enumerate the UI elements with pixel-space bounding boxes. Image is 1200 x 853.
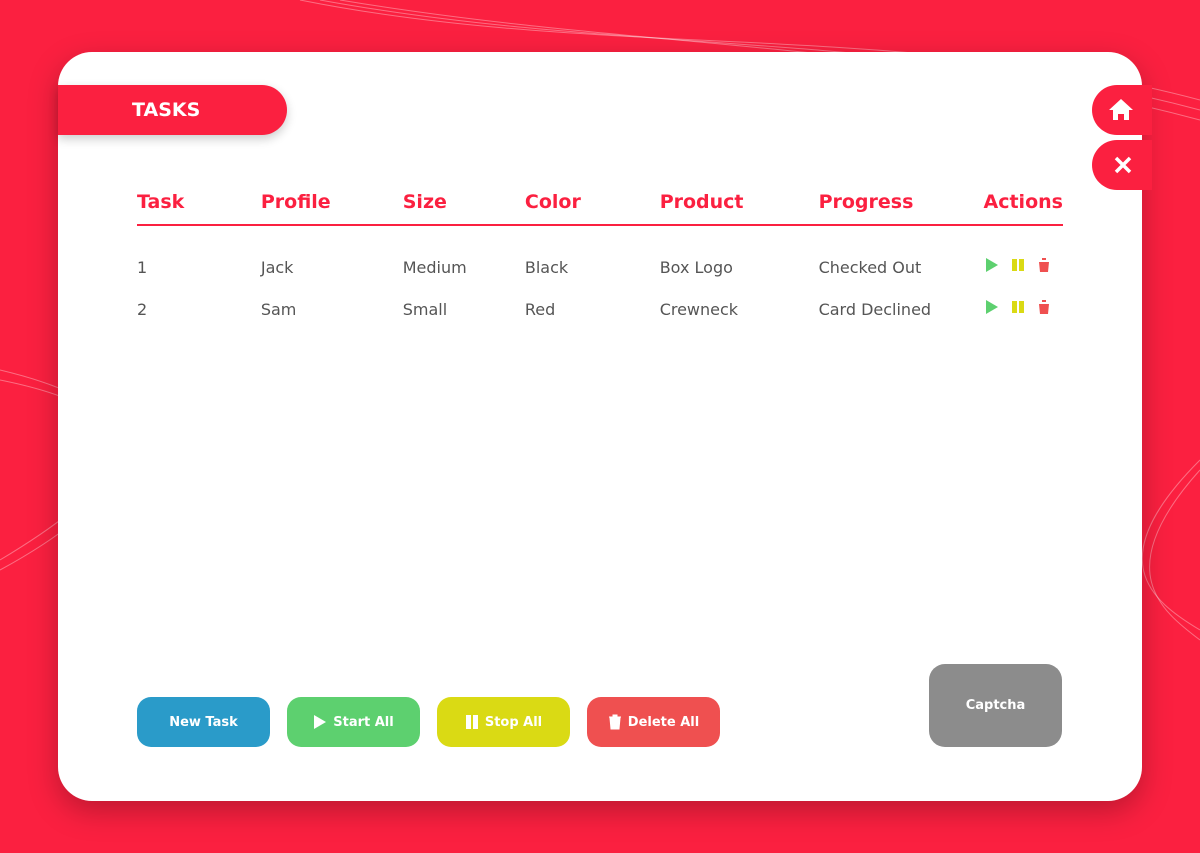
cell: Medium xyxy=(402,257,467,277)
cell: Box Logo xyxy=(659,257,733,277)
stop-all-button[interactable]: Stop All xyxy=(437,697,570,747)
cell: Checked Out xyxy=(818,257,922,277)
delete-all-button[interactable]: Delete All xyxy=(587,697,720,747)
home-button[interactable] xyxy=(1092,85,1152,135)
cell: Crewneck xyxy=(659,299,739,319)
task-row: 1 Jack Medium Black Box Logo Checked Out xyxy=(137,225,1063,288)
column-header: Color xyxy=(524,180,660,226)
cell: 1 xyxy=(137,257,148,277)
cell: Black xyxy=(524,257,569,277)
tasks-table: Task Profile Size Color Product Progress Actio… xyxy=(137,180,1063,330)
column-header: Profile xyxy=(260,180,403,226)
row-actions[interactable] xyxy=(984,288,1064,330)
column-header: Progress xyxy=(818,180,984,226)
task-row: 2 Sam Small Red Crewneck Card Declined xyxy=(137,288,1063,330)
cell: Red xyxy=(524,299,556,319)
cell: Sam xyxy=(260,299,297,319)
captcha-button[interactable]: Captcha xyxy=(929,664,1062,747)
cell: Card Declined xyxy=(818,299,932,319)
new-task-button[interactable]: New Task xyxy=(137,697,270,747)
close-button[interactable] xyxy=(1092,140,1152,190)
row-actions[interactable] xyxy=(984,225,1064,288)
column-header: Task xyxy=(137,180,261,226)
column-header: Actions xyxy=(983,180,1063,226)
cell: Jack xyxy=(260,257,294,277)
page-title: TASKS xyxy=(58,85,287,135)
start-all-button[interactable]: Start All xyxy=(287,697,420,747)
cell: Small xyxy=(402,299,448,319)
column-header: Product xyxy=(659,180,819,226)
column-header: Size xyxy=(402,180,525,226)
cell: 2 xyxy=(137,299,148,319)
